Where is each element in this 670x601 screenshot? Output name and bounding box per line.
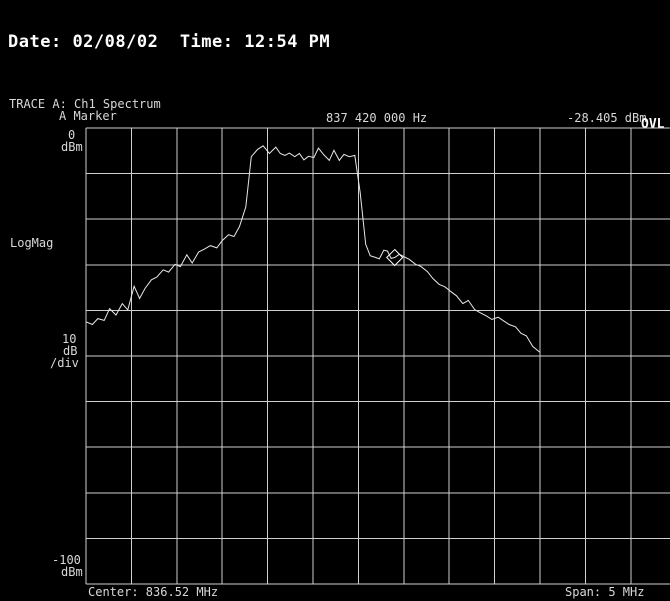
bottom-level-unit: dBm xyxy=(61,565,83,579)
ref-level-value: 0 xyxy=(68,128,76,142)
marker-diamond[interactable] xyxy=(386,248,404,267)
date-value: 02/08/02 xyxy=(72,32,159,52)
plot-grid xyxy=(85,127,670,585)
format-label: LogMag xyxy=(10,236,54,250)
time-value: 12:54 PM xyxy=(244,32,331,52)
marker-level: -28.405 dBm xyxy=(567,111,647,125)
center-frequency: Center: 836.52 MHz xyxy=(88,585,219,599)
time-label: Time: xyxy=(179,32,234,52)
ref-level-unit: dBm xyxy=(61,140,83,154)
scale-per-div: /div xyxy=(50,356,79,370)
scale-unit: dB xyxy=(63,344,78,358)
trace-title: TRACE A: Ch1 Spectrum xyxy=(9,97,161,111)
datetime-header: Date: 02/08/02 Time: 12:54 PM xyxy=(8,32,330,52)
date-label: Date: xyxy=(8,32,62,52)
marker-frequency: 837 420 000 Hz xyxy=(326,111,428,125)
span-label: Span: 5 MHz xyxy=(565,585,645,599)
marker-label: A Marker xyxy=(59,109,117,123)
scale-value: 10 xyxy=(62,332,77,346)
spectrum-trace xyxy=(85,145,541,353)
bottom-level-value: -100 xyxy=(52,553,81,567)
trace-group xyxy=(85,145,541,353)
